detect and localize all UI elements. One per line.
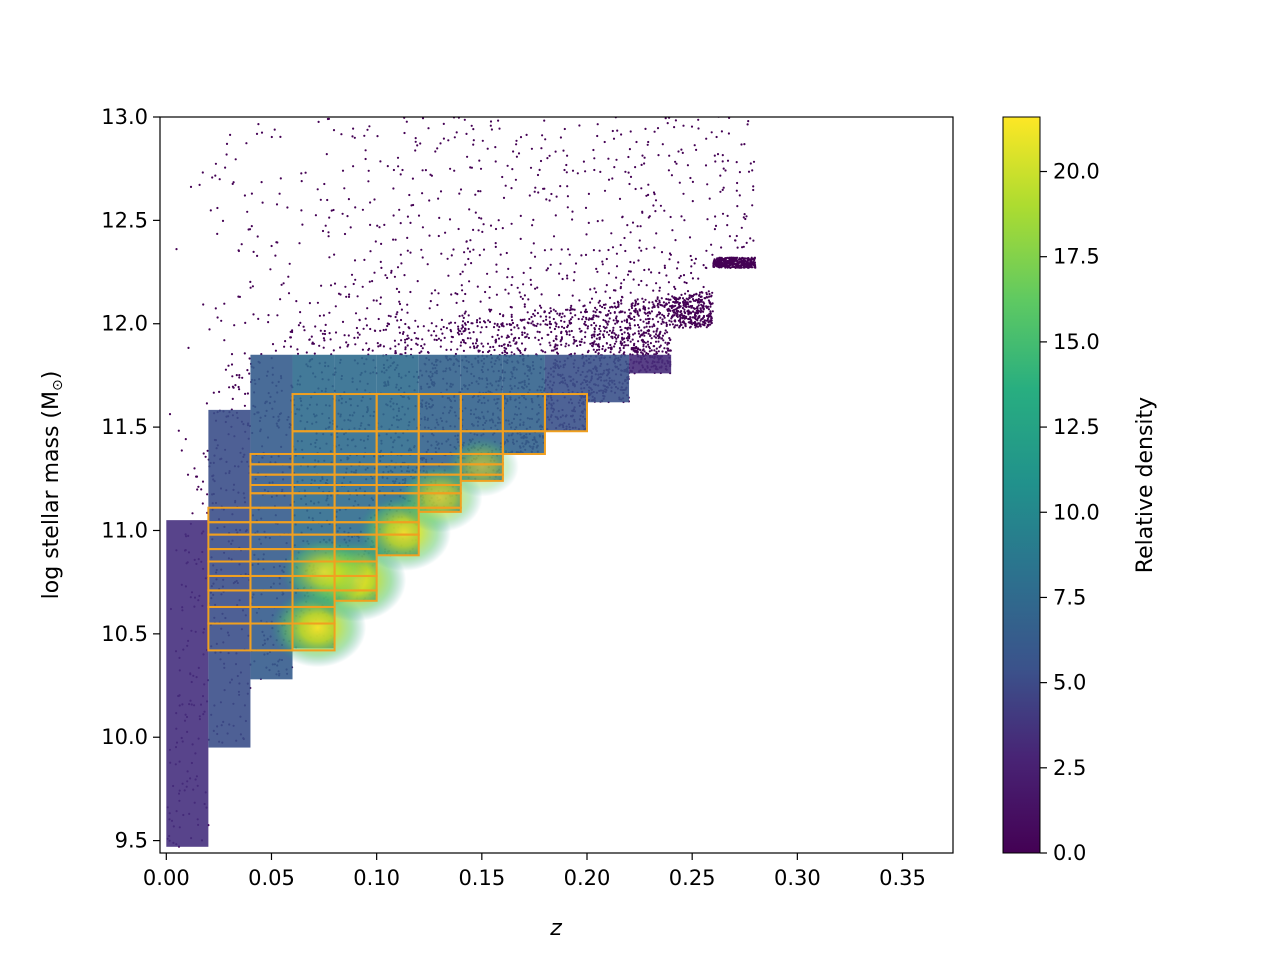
y-tick-label: 10.0 <box>101 725 148 749</box>
y-tick-label: 9.5 <box>115 829 148 853</box>
y-axis: 9.5 10.0 10.5 11.0 11.5 12.0 12.5 13.0 <box>101 105 160 853</box>
density-band <box>629 354 672 374</box>
density-band <box>587 354 630 403</box>
y-tick-label: 13.0 <box>101 105 148 129</box>
colorbar-ticks: 0.0 2.5 5.0 7.5 10.0 12.5 15.0 17.5 20.0 <box>1040 160 1100 865</box>
x-tick-label: 0.20 <box>564 866 611 890</box>
density-band <box>208 409 251 748</box>
x-tick-label: 0.35 <box>879 866 926 890</box>
x-tick-label: 0.30 <box>774 866 821 890</box>
x-tick-label: 0.15 <box>458 866 505 890</box>
density-band <box>166 520 209 847</box>
y-tick-label: 12.5 <box>101 208 148 232</box>
density-band <box>544 354 587 432</box>
x-tick-label: 0.10 <box>353 866 400 890</box>
density-peak <box>280 536 368 608</box>
y-axis-label: log stellar mass (M⊙) <box>39 371 66 600</box>
colorbar-label: Relative density <box>1133 397 1158 573</box>
colorbar <box>1002 116 1041 854</box>
colorbar-tick-label: 7.5 <box>1053 585 1086 609</box>
bin-grid <box>207 393 588 652</box>
colorbar-tick-label: 20.0 <box>1053 160 1100 184</box>
colorbar-tick-label: 12.5 <box>1053 415 1100 439</box>
colorbar-tick-label: 0.0 <box>1053 841 1086 865</box>
colorbar-tick-label: 2.5 <box>1053 756 1086 780</box>
colorbar-tick-label: 17.5 <box>1053 245 1100 269</box>
x-axis: 0.00 0.05 0.10 0.15 0.20 0.25 0.30 0.35 <box>143 853 926 890</box>
bin-cell <box>543 393 588 433</box>
density-band <box>502 354 545 454</box>
plot-area <box>166 117 757 848</box>
x-axis-label: z <box>549 916 562 941</box>
colorbar-tick-label: 5.0 <box>1053 671 1086 695</box>
colorbar-tick-label: 10.0 <box>1053 500 1100 524</box>
colorbar-tick-label: 15.0 <box>1053 330 1100 354</box>
y-tick-label: 12.0 <box>101 312 148 336</box>
x-tick-label: 0.25 <box>669 866 716 890</box>
y-tick-label: 10.5 <box>101 622 148 646</box>
density-peak <box>444 436 519 497</box>
x-tick-label: 0.00 <box>143 866 190 890</box>
plot-frame <box>159 116 954 854</box>
y-tick-label: 11.0 <box>101 518 148 542</box>
y-tick-label: 11.5 <box>101 415 148 439</box>
x-tick-label: 0.05 <box>248 866 295 890</box>
